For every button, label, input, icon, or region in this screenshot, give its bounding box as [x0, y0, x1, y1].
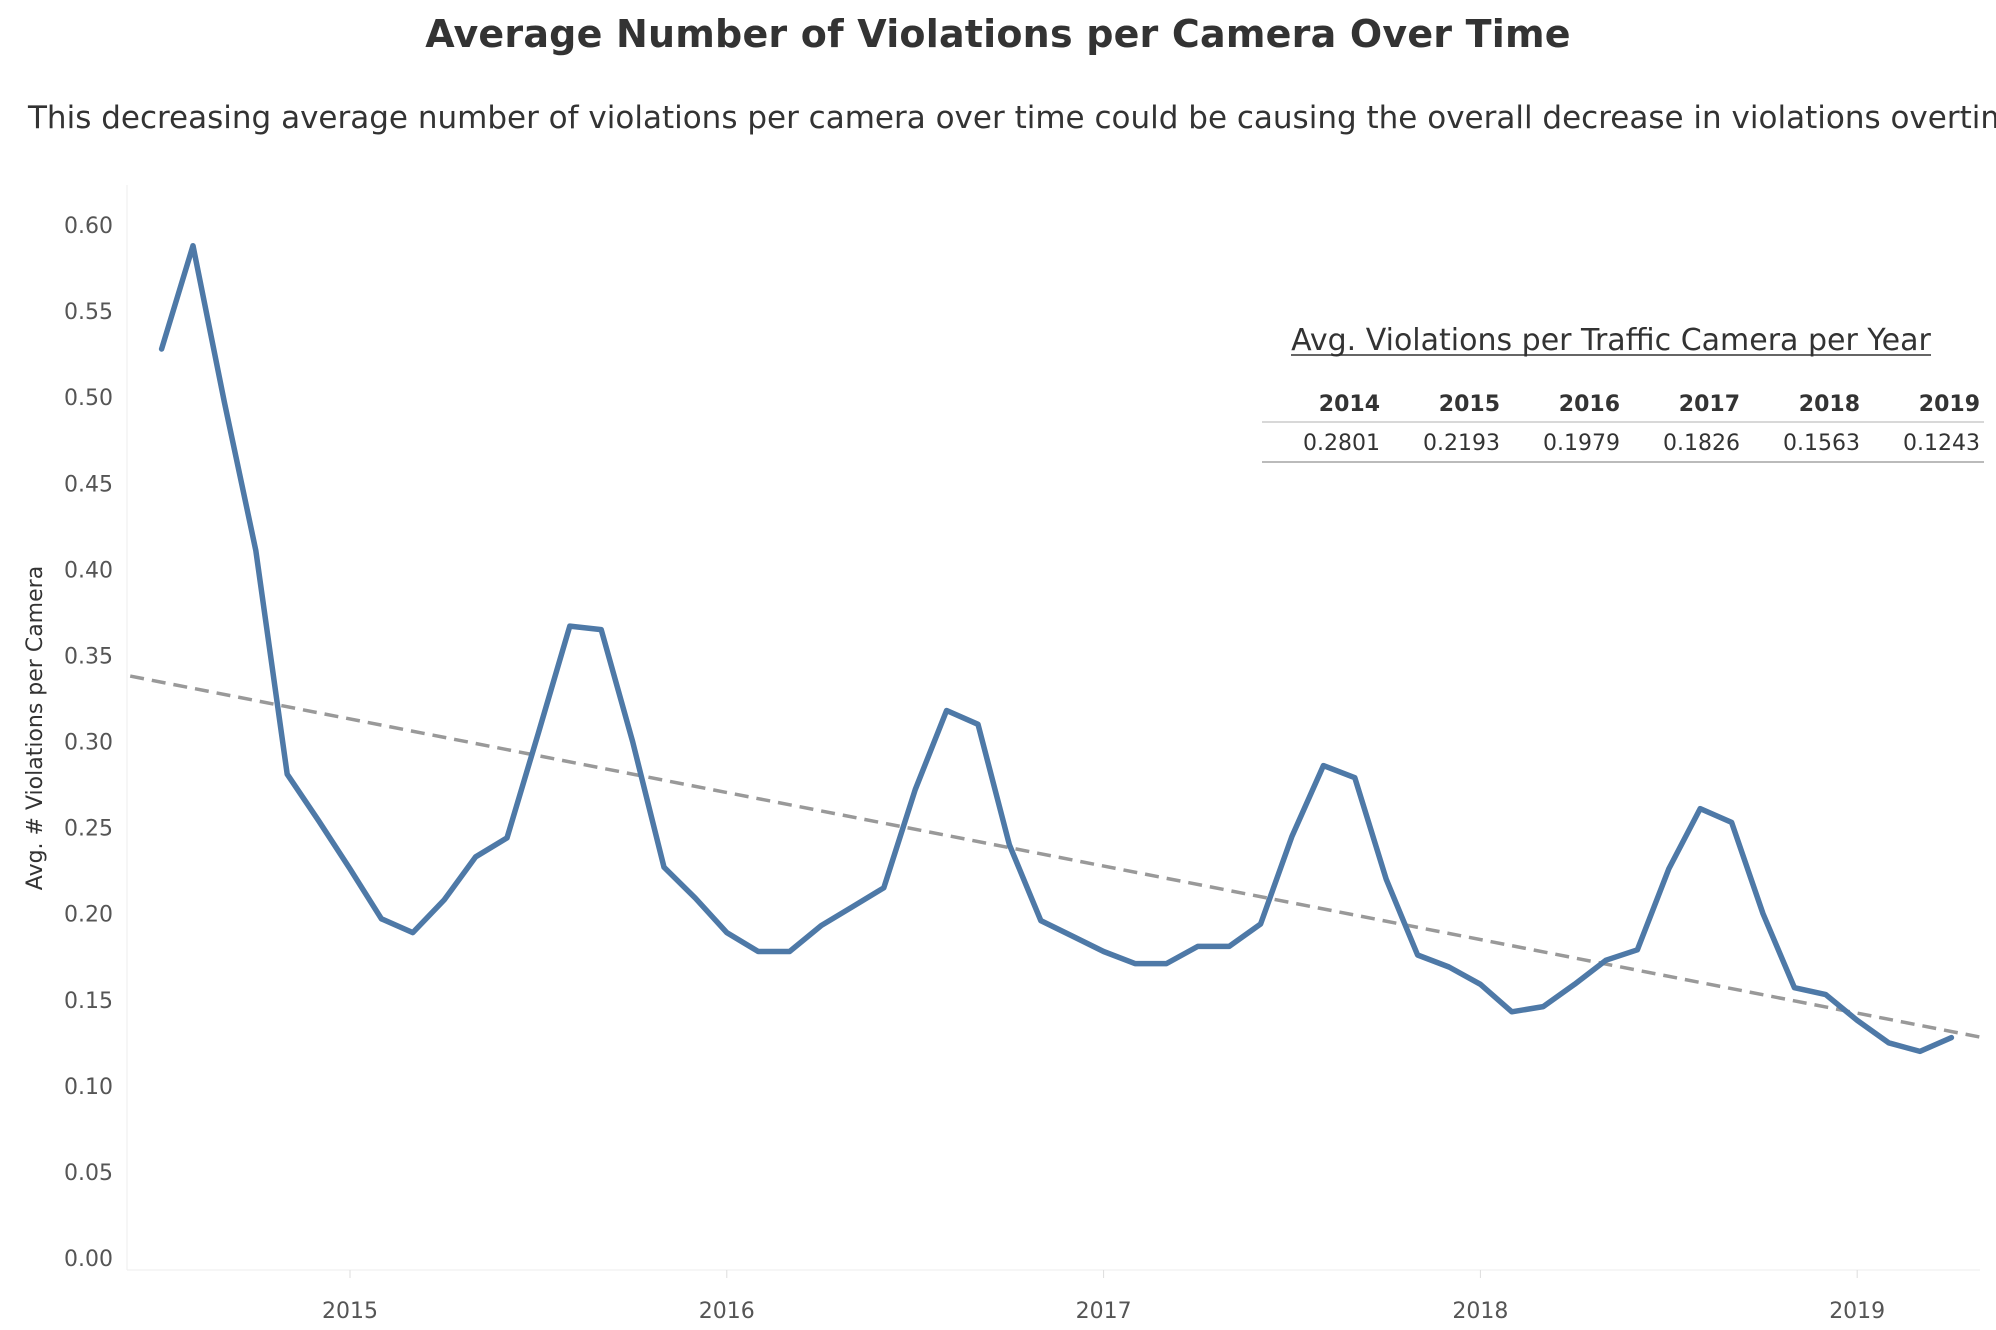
x-tick-label: 2016: [699, 1299, 755, 1324]
table-value: 0.1563: [1783, 431, 1860, 456]
y-tick-label: 0.45: [64, 472, 113, 497]
y-tick-label: 0.20: [64, 903, 113, 928]
table-header-year: 2014: [1319, 392, 1380, 417]
y-tick-label: 0.55: [64, 300, 113, 325]
table-title: Avg. Violations per Traffic Camera per Y…: [1291, 323, 1931, 358]
y-tick-label: 0.10: [64, 1075, 113, 1100]
y-tick-label: 0.35: [64, 644, 113, 669]
y-tick-label: 0.50: [64, 386, 113, 411]
chart-subtitle: This decreasing average number of violat…: [28, 100, 1996, 136]
y-tick-label: 0.60: [64, 214, 113, 239]
y-tick-label: 0.40: [64, 558, 113, 583]
y-tick-label: 0.15: [64, 989, 113, 1014]
y-tick-label: 0.00: [64, 1247, 113, 1272]
series-line: [158, 242, 1955, 1055]
table-value: 0.1979: [1543, 431, 1620, 456]
axes-layer: Avg. # Violations per Camera: [23, 185, 1980, 1271]
table-header-year: 2019: [1919, 392, 1980, 417]
y-tick-label: 0.30: [64, 731, 113, 756]
y-tick-label: 0.25: [64, 817, 113, 842]
table-value: 0.1826: [1663, 431, 1740, 456]
series-layer: [158, 242, 1955, 1055]
summary-table: Avg. Violations per Traffic Camera per Y…: [1262, 323, 1984, 463]
table-header-year: 2017: [1679, 392, 1740, 417]
table-value: 0.2193: [1423, 431, 1500, 456]
y-ticks: 0.00 0.05 0.10 0.15 0.20 0.25 0.30 0.35 0.40 0.45…: [64, 214, 113, 1272]
trend-layer: [129, 674, 1984, 1040]
table-cells: 2014 2015 2016 2017 2018 2019 0.2801 0.2193 0.19…: [1303, 392, 1980, 456]
x-ticks: 2015 2016 2017 2018 2019: [322, 1270, 1885, 1324]
table-header-year: 2015: [1439, 392, 1500, 417]
table-header-year: 2018: [1799, 392, 1860, 417]
x-tick-label: 2017: [1076, 1299, 1132, 1324]
y-tick-label: 0.05: [64, 1161, 113, 1186]
trend-line: [129, 674, 1984, 1040]
table-value: 0.2801: [1303, 431, 1380, 456]
table-header-year: 2016: [1559, 392, 1620, 417]
x-tick-label: 2019: [1829, 1299, 1885, 1324]
y-axis-title: Avg. # Violations per Camera: [23, 566, 48, 890]
chart-title: Average Number of Violations per Camera …: [425, 12, 1571, 56]
x-tick-label: 2018: [1452, 1299, 1508, 1324]
table-value: 0.1243: [1903, 431, 1980, 456]
point-layer: [161, 245, 1952, 1052]
x-tick-label: 2015: [322, 1299, 378, 1324]
